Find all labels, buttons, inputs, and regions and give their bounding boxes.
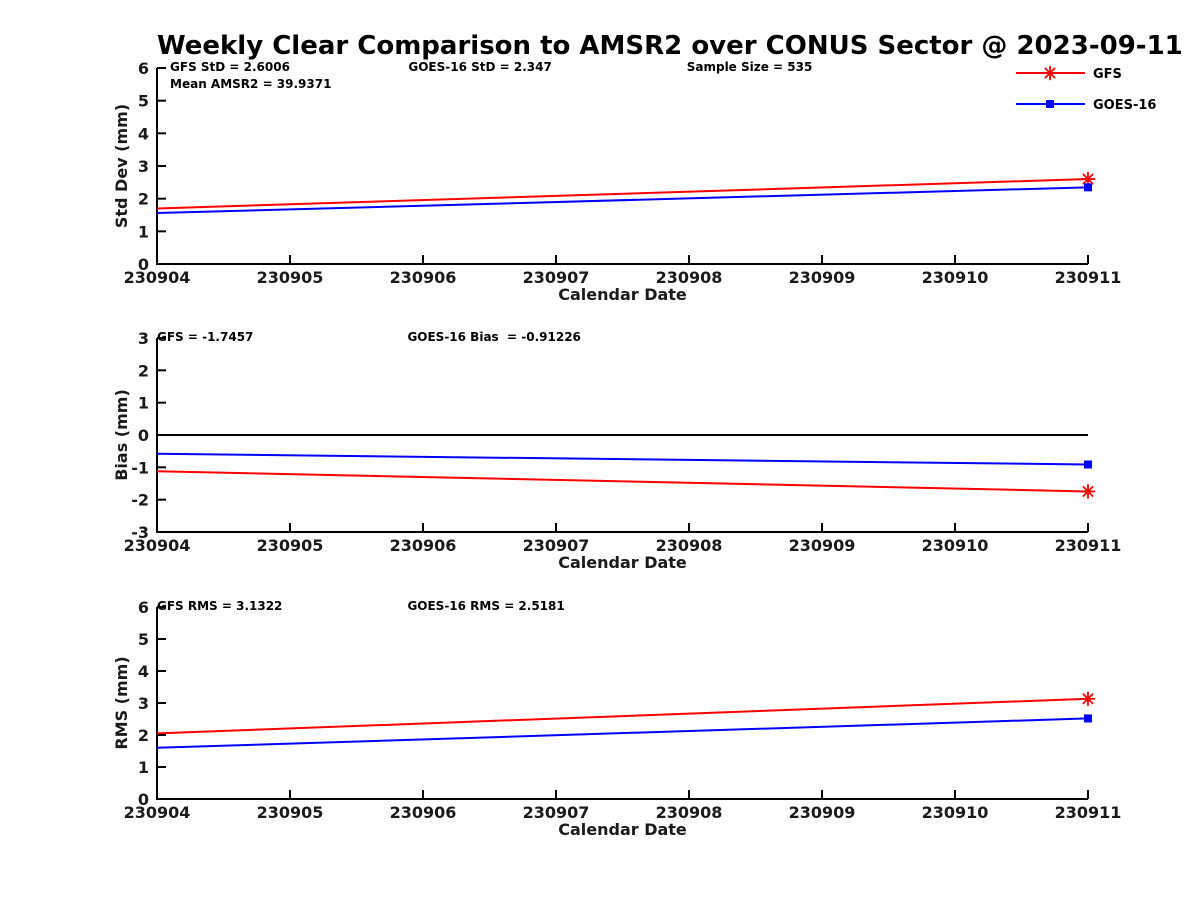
stat-annotation: GOES-16 RMS = 2.5181 bbox=[407, 599, 564, 613]
asterisk-marker-gfs bbox=[1080, 484, 1096, 499]
x-tick-label: 230908 bbox=[656, 803, 723, 822]
y-tick-label: 5 bbox=[138, 92, 149, 111]
x-tick-label: 230904 bbox=[124, 803, 191, 822]
x-axis-label: Calendar Date bbox=[558, 820, 687, 839]
stat-annotation: Sample Size = 535 bbox=[687, 60, 813, 74]
legend-label: GOES-16 bbox=[1093, 98, 1156, 113]
y-tick-label: 2 bbox=[138, 361, 149, 380]
y-axis-label: RMS (mm) bbox=[112, 656, 131, 749]
x-tick-label: 230911 bbox=[1055, 268, 1122, 287]
y-tick-label: 5 bbox=[138, 630, 149, 649]
x-tick-label: 230907 bbox=[523, 803, 590, 822]
y-axis-label: Bias (mm) bbox=[112, 389, 131, 481]
series-line-goes-16 bbox=[156, 452, 1089, 466]
x-tick-label: 230909 bbox=[789, 536, 856, 555]
y-axis-label: Std Dev (mm) bbox=[112, 104, 131, 228]
asterisk-marker-gfs bbox=[1080, 691, 1096, 707]
asterisk-marker-legend-gfs bbox=[1042, 65, 1058, 81]
y-tick-label: 1 bbox=[138, 758, 149, 777]
x-tick-label: 230910 bbox=[922, 803, 989, 822]
square-marker-goes-16 bbox=[1084, 460, 1092, 469]
y-tick-label: 2 bbox=[138, 726, 149, 745]
x-tick-label: 230909 bbox=[789, 268, 856, 287]
subplot-rms: 230904 230905 230906 230907 230908 230909 2309… bbox=[112, 598, 1121, 839]
x-tick-label: 230908 bbox=[656, 268, 723, 287]
x-tick-label: 230904 bbox=[124, 536, 191, 555]
y-tick-label: 6 bbox=[138, 59, 149, 78]
series-line-gfs bbox=[156, 470, 1089, 493]
x-tick-label: 230911 bbox=[1055, 803, 1122, 822]
x-tick-label: 230911 bbox=[1055, 536, 1122, 555]
stat-annotation: GOES-16 StD = 2.347 bbox=[408, 60, 551, 74]
y-tick-label: 4 bbox=[138, 662, 149, 681]
series-line-goes-16 bbox=[156, 186, 1089, 215]
subplot-std: 230904 230905 230906 230907 230908 230909 2309… bbox=[112, 59, 1121, 304]
series-line-goes-16 bbox=[156, 717, 1089, 749]
x-tick-label: 230906 bbox=[390, 803, 457, 822]
y-tick-label: 2 bbox=[138, 190, 149, 209]
square-marker-goes-16 bbox=[1084, 183, 1092, 192]
series-line-gfs bbox=[156, 697, 1089, 735]
square-marker-legend-goes-16 bbox=[1046, 100, 1054, 108]
stat-annotation: GFS StD = 2.6006 bbox=[170, 60, 290, 74]
x-axis-label: Calendar Date bbox=[558, 285, 687, 304]
y-tick-label: 3 bbox=[138, 157, 149, 176]
y-tick-label: 0 bbox=[138, 426, 149, 445]
x-tick-label: 230904 bbox=[124, 268, 191, 287]
legend-label: GFS bbox=[1093, 67, 1122, 82]
square-marker-goes-16 bbox=[1084, 714, 1092, 723]
y-tick-label: 1 bbox=[138, 394, 149, 413]
y-tick-label: 0 bbox=[138, 255, 149, 274]
y-tick-label: 1 bbox=[138, 222, 149, 241]
y-tick-label: 3 bbox=[138, 329, 149, 348]
x-tick-label: 230909 bbox=[789, 803, 856, 822]
x-tick-label: 230907 bbox=[523, 268, 590, 287]
y-tick-label: 3 bbox=[138, 694, 149, 713]
legend: GFS GOES-16 bbox=[1016, 65, 1156, 113]
y-tick-label: -2 bbox=[131, 491, 149, 510]
x-tick-label: 230905 bbox=[257, 803, 324, 822]
x-axis-label: Calendar Date bbox=[558, 553, 687, 572]
x-tick-label: 230905 bbox=[257, 268, 324, 287]
y-tick-label: 4 bbox=[138, 124, 149, 143]
legend-item-gfs: GFS bbox=[1016, 65, 1122, 82]
series-line-gfs bbox=[156, 178, 1089, 210]
x-tick-label: 230906 bbox=[390, 536, 457, 555]
stat-annotation: Mean AMSR2 = 39.9371 bbox=[170, 77, 331, 91]
x-tick-label: 230905 bbox=[257, 536, 324, 555]
y-tick-label: 6 bbox=[138, 598, 149, 617]
stat-annotation: GOES-16 Bias = -0.91226 bbox=[407, 330, 580, 344]
x-tick-label: 230907 bbox=[523, 536, 590, 555]
x-tick-label: 230906 bbox=[390, 268, 457, 287]
axes-frame bbox=[156, 68, 1088, 265]
y-tick-label: 0 bbox=[138, 790, 149, 809]
y-tick-label: -3 bbox=[131, 523, 149, 542]
legend-item-goes-16: GOES-16 bbox=[1016, 98, 1156, 113]
x-tick-label: 230908 bbox=[656, 536, 723, 555]
figure-title: Weekly Clear Comparison to AMSR2 over CO… bbox=[157, 31, 1183, 61]
subplot-bias: 230904 230905 230906 230907 230908 230909 2309… bbox=[112, 329, 1121, 572]
y-tick-label: -1 bbox=[131, 458, 149, 477]
stat-annotation: GFS RMS = 3.1322 bbox=[157, 599, 282, 613]
x-tick-label: 230910 bbox=[922, 536, 989, 555]
stat-annotation: GFS = -1.7457 bbox=[157, 330, 253, 344]
x-tick-label: 230910 bbox=[922, 268, 989, 287]
